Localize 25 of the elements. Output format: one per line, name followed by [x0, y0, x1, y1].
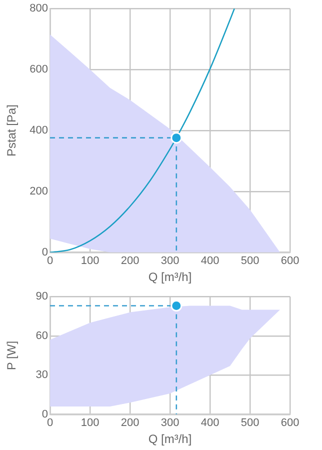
y-tick-label: 400 [30, 124, 48, 137]
y-axis-title: Pstat [Pa] [4, 104, 19, 157]
x-tick-label: 400 [200, 417, 220, 430]
y-tick-label: 0 [42, 246, 48, 258]
y-tick-label: 0 [42, 408, 48, 420]
x-tick-label: 400 [200, 255, 220, 268]
x-tick-label: 100 [80, 255, 100, 268]
x-tick-label: 200 [120, 255, 140, 268]
x-tick-label: 300 [160, 417, 180, 430]
x-axis-title: Q [m³/h] [148, 270, 192, 284]
x-tick-label: 200 [120, 417, 140, 430]
x-tick-label: 500 [240, 417, 260, 430]
x-tick-label: 500 [240, 255, 260, 268]
y-tick-label: 200 [30, 185, 48, 198]
y-tick-label: 800 [30, 2, 48, 15]
x-axis-title: Q [m³/h] [148, 432, 192, 446]
y-axis-title: P [W] [4, 340, 19, 370]
y-tick-label: 600 [30, 64, 48, 76]
x-tick-label: 100 [80, 417, 100, 430]
x-tick-label: 300 [160, 255, 180, 268]
y-tick-label: 90 [36, 290, 48, 303]
x-tick-label: 600 [280, 417, 300, 430]
y-tick-label: 60 [36, 330, 48, 342]
y-tick-label: 30 [36, 369, 48, 382]
x-tick-label: 600 [280, 255, 300, 268]
